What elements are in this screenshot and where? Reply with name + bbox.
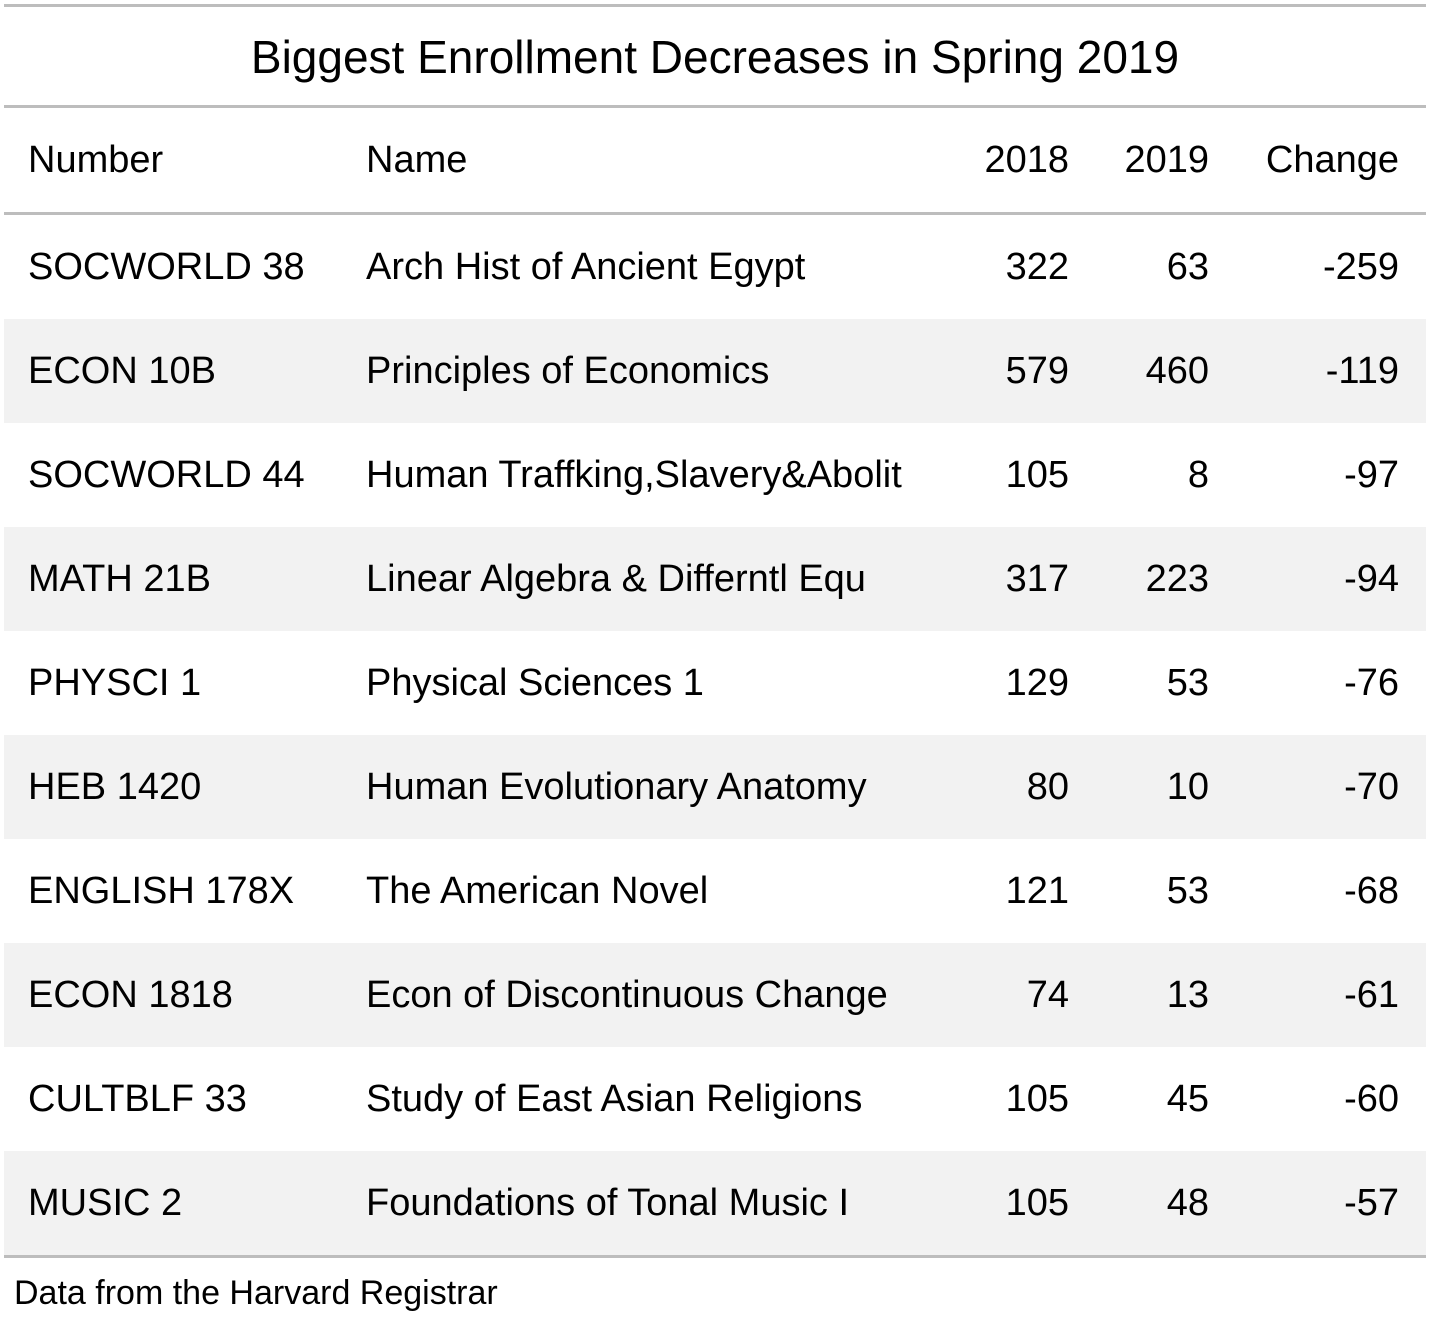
cell-name: Foundations of Tonal Music I bbox=[366, 1181, 850, 1224]
table-row: MATH 21B Linear Algebra & Differntl Equ 31… bbox=[4, 527, 1426, 631]
cell-2018: 105 bbox=[1005, 453, 1069, 496]
cell-2019: 460 bbox=[1145, 349, 1209, 392]
cell-change: -259 bbox=[1322, 245, 1399, 288]
cell-number: ENGLISH 178X bbox=[28, 869, 295, 912]
table-row: MUSIC 2 Foundations of Tonal Music I 105 48… bbox=[4, 1151, 1426, 1255]
cell-2019: 45 bbox=[1166, 1077, 1209, 1120]
cell-name: The American Novel bbox=[366, 869, 709, 912]
cell-number: HEB 1420 bbox=[28, 765, 202, 808]
cell-number: CULTBLF 33 bbox=[28, 1077, 247, 1120]
cell-name: Study of East Asian Religions bbox=[366, 1077, 863, 1120]
cell-change: -68 bbox=[1344, 869, 1399, 912]
table-title: Biggest Enrollment Decreases in Spring 2… bbox=[250, 31, 1180, 83]
cell-name: Arch Hist of Ancient Egypt bbox=[366, 245, 806, 288]
header-row: Number Name 2018 2019 Change bbox=[4, 108, 1426, 212]
table-row: ECON 1818 Econ of Discontinuous Change 74 1… bbox=[4, 943, 1426, 1047]
cell-2018: 121 bbox=[1005, 869, 1069, 912]
cell-number: MATH 21B bbox=[28, 557, 212, 600]
cell-2018: 74 bbox=[1026, 973, 1069, 1016]
cell-2018: 579 bbox=[1005, 349, 1069, 392]
cell-2019: 63 bbox=[1166, 245, 1209, 288]
table-row: PHYSCI 1 Physical Sciences 1 129 53 -76 bbox=[4, 631, 1426, 735]
cell-number: MUSIC 2 bbox=[28, 1181, 183, 1224]
table-row: CULTBLF 33 Study of East Asian Religions 1… bbox=[4, 1047, 1426, 1151]
header-rule bbox=[4, 212, 1426, 215]
cell-change: -97 bbox=[1344, 453, 1399, 496]
cell-2018: 105 bbox=[1005, 1077, 1069, 1120]
cell-2019: 53 bbox=[1166, 661, 1209, 704]
column-header-change: Change bbox=[1265, 138, 1399, 181]
column-header-number: Number bbox=[28, 138, 164, 181]
column-header-2019: 2019 bbox=[1124, 138, 1209, 181]
top-rule bbox=[4, 4, 1426, 7]
column-header-2018: 2018 bbox=[984, 138, 1069, 181]
cell-number: PHYSCI 1 bbox=[28, 661, 202, 704]
table-row: ECON 10B Principles of Economics 579 460 -11… bbox=[4, 319, 1426, 423]
cell-name: Linear Algebra & Differntl Equ bbox=[366, 557, 866, 600]
table-row: SOCWORLD 38 Arch Hist of Ancient Egypt 322… bbox=[4, 215, 1426, 319]
cell-name: Physical Sciences 1 bbox=[366, 661, 704, 704]
cell-2019: 10 bbox=[1166, 765, 1209, 808]
title-rule bbox=[4, 105, 1426, 108]
cell-2018: 105 bbox=[1005, 1181, 1069, 1224]
column-header-name: Name bbox=[366, 138, 468, 181]
cell-name: Econ of Discontinuous Change bbox=[366, 973, 888, 1016]
cell-2018: 129 bbox=[1005, 661, 1069, 704]
cell-name: Human Traffking,Slavery&Abolit bbox=[366, 453, 902, 496]
table-row: HEB 1420 Human Evolutionary Anatomy 80 10 -7… bbox=[4, 735, 1426, 839]
cell-2019: 53 bbox=[1166, 869, 1209, 912]
cell-change: -94 bbox=[1344, 557, 1399, 600]
footnote: Data from the Harvard Registrar bbox=[14, 1274, 498, 1312]
cell-2019: 13 bbox=[1166, 973, 1209, 1016]
cell-2018: 80 bbox=[1026, 765, 1069, 808]
cell-2018: 322 bbox=[1005, 245, 1069, 288]
enrollment-table: Biggest Enrollment Decreases in Spring 2… bbox=[4, 4, 1426, 1258]
cell-name: Human Evolutionary Anatomy bbox=[366, 765, 867, 808]
table-body: SOCWORLD 38 Arch Hist of Ancient Egypt 322… bbox=[4, 215, 1426, 1255]
cell-2019: 8 bbox=[1187, 453, 1209, 496]
cell-2018: 317 bbox=[1005, 557, 1069, 600]
table-row: SOCWORLD 44 Human Traffking,Slavery&Aboli… bbox=[4, 423, 1426, 527]
cell-change: -61 bbox=[1344, 973, 1399, 1016]
cell-change: -57 bbox=[1344, 1181, 1399, 1224]
bottom-rule bbox=[4, 1255, 1426, 1258]
table-row: ENGLISH 178X The American Novel 121 53 -68 bbox=[4, 839, 1426, 943]
cell-2019: 48 bbox=[1166, 1181, 1209, 1224]
cell-change: -119 bbox=[1325, 349, 1399, 392]
cell-number: SOCWORLD 38 bbox=[28, 245, 305, 288]
cell-number: ECON 10B bbox=[28, 349, 216, 392]
cell-number: ECON 1818 bbox=[28, 973, 233, 1016]
cell-name: Principles of Economics bbox=[366, 349, 770, 392]
cell-2019: 223 bbox=[1145, 557, 1209, 600]
cell-change: -60 bbox=[1344, 1077, 1399, 1120]
cell-change: -76 bbox=[1344, 661, 1399, 704]
cell-change: -70 bbox=[1344, 765, 1399, 808]
cell-number: SOCWORLD 44 bbox=[28, 453, 305, 496]
